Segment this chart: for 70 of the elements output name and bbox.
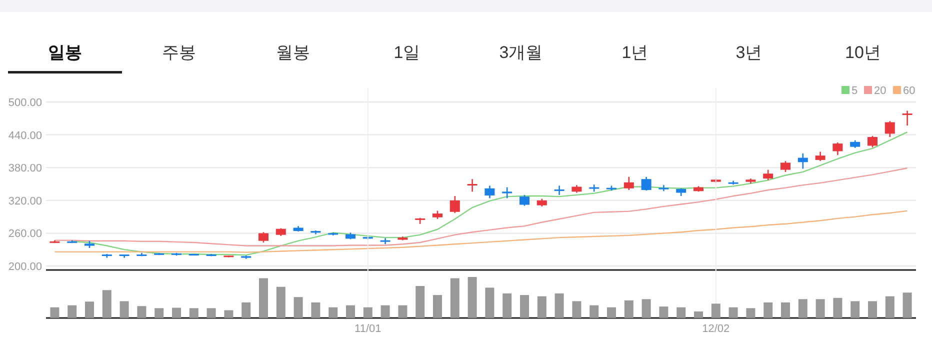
bar [502, 293, 512, 318]
text: 주봉 [162, 43, 196, 62]
bar [520, 295, 529, 318]
bar [328, 307, 338, 318]
bar [189, 308, 198, 318]
bar [868, 301, 877, 318]
text: 3년 [736, 43, 762, 62]
y-tick-label: 200.00 [8, 261, 42, 273]
bar [572, 301, 582, 318]
bar [154, 308, 164, 318]
bar [346, 305, 355, 318]
bar [764, 302, 773, 318]
bar [746, 308, 756, 318]
bar [294, 297, 303, 318]
text: 일봉 [48, 43, 82, 62]
bar [224, 310, 234, 318]
bar [311, 302, 320, 318]
bar [85, 302, 94, 318]
y-tick-label: 500.00 [8, 97, 42, 109]
bar [694, 311, 703, 318]
bar [676, 307, 686, 318]
bar [68, 305, 77, 318]
text: 1일 [394, 43, 420, 62]
bar [433, 295, 442, 318]
bar [416, 286, 425, 318]
text: 1년 [622, 43, 648, 62]
text: 월봉 [276, 43, 310, 62]
bar [50, 307, 60, 318]
bar [363, 307, 372, 318]
bar [711, 304, 720, 318]
text: 10년 [845, 43, 881, 62]
bar [781, 302, 790, 318]
bar [659, 306, 668, 318]
bar [380, 305, 390, 318]
text: 3개월 [499, 43, 543, 62]
line-series [54, 210, 908, 253]
bar [833, 298, 842, 318]
bar [607, 307, 616, 318]
bar [798, 299, 808, 318]
bar [468, 277, 477, 318]
y-tick-label: 440.00 [8, 130, 42, 142]
legend-label: 20 [874, 85, 886, 97]
bar [259, 278, 268, 318]
bar [850, 301, 860, 318]
bar [537, 296, 546, 318]
bar [137, 306, 146, 318]
x-tick-label: 12/02 [702, 323, 730, 335]
bar [624, 300, 634, 318]
bar [642, 299, 651, 318]
y-tick-label: 320.00 [8, 195, 42, 208]
bar [398, 305, 408, 318]
bar [728, 307, 738, 318]
bar [485, 288, 494, 318]
bar [206, 308, 216, 318]
bar [276, 286, 286, 318]
bar [816, 299, 825, 318]
bar [120, 301, 129, 318]
y-tick-label: 260.00 [8, 228, 42, 240]
bar [242, 302, 251, 318]
bar [172, 308, 181, 318]
bar [554, 293, 564, 318]
bar [902, 292, 912, 318]
bar [885, 296, 894, 318]
bar [450, 278, 460, 318]
bar [590, 305, 599, 318]
x-tick-label: 11/01 [354, 323, 382, 335]
y-tick-label: 380.00 [8, 162, 42, 175]
legend-label: 60 [903, 85, 916, 97]
bar [102, 290, 112, 318]
legend-label: 5 [852, 85, 858, 97]
